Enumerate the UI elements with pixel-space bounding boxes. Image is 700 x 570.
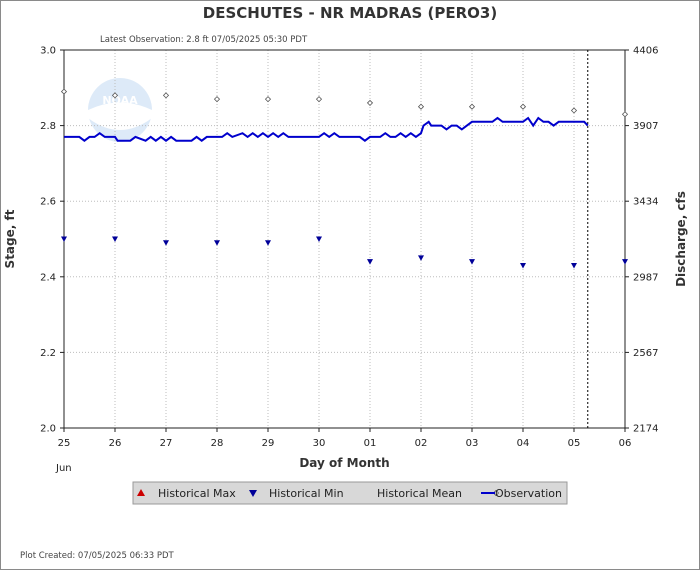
- observation-line: [64, 116, 589, 142]
- svg-text:NOAA: NOAA: [102, 94, 138, 107]
- latest-observation: Latest Observation: 2.8 ft 07/05/2025 05…: [100, 35, 308, 45]
- legend-label: Observation: [495, 487, 562, 500]
- historical-mean-marker: [162, 92, 170, 99]
- right-tick-label: 3434: [633, 197, 658, 208]
- x-tick-label: 05: [568, 438, 581, 449]
- x-tick-label: 03: [466, 438, 479, 449]
- historical-min-marker: [469, 259, 475, 265]
- historical-min-marker: [112, 236, 118, 242]
- right-tick-label: 3907: [633, 121, 658, 132]
- x-axis-ticks: 25 26 27 28 29 30 01 02 03 04 05 06: [58, 428, 632, 449]
- left-tick-label: 2.4: [40, 272, 56, 283]
- historical-mean-marker: [264, 96, 272, 103]
- historical-min-marker: [163, 240, 169, 246]
- historical-min-marker: [367, 259, 373, 265]
- legend-label: Historical Mean: [377, 487, 462, 500]
- x-tick-label: 27: [160, 438, 173, 449]
- legend-min-marker: [249, 490, 257, 497]
- x-tick-label: 28: [211, 438, 224, 449]
- noaa-logo-watermark: NOAA: [88, 78, 152, 142]
- historical-mean-marker: [621, 111, 629, 118]
- right-axis-title: Discharge, cfs: [674, 191, 688, 287]
- left-tick-label: 2.6: [40, 197, 56, 208]
- legend: Historical Max Historical Min Historical M…: [132, 481, 568, 505]
- x-axis-title: Day of Month: [299, 456, 389, 470]
- historical-mean-marker: [417, 103, 425, 110]
- legend-label: Historical Max: [158, 487, 236, 500]
- historical-mean-marker: [366, 99, 374, 106]
- historical-min-marker: [61, 236, 67, 242]
- left-tick-label: 3.0: [40, 46, 56, 57]
- right-tick-label: 2987: [633, 272, 658, 283]
- historical-mean-marker: [213, 96, 221, 103]
- x-tick-label: 25: [58, 438, 71, 449]
- historical-mean-marker: [315, 96, 323, 103]
- chart-marks: [60, 88, 629, 269]
- x-tick-label: 01: [364, 438, 377, 449]
- left-axis-title: Stage, ft: [3, 209, 17, 268]
- x-tick-label: 06: [619, 438, 632, 449]
- historical-mean-marker: [570, 107, 578, 114]
- left-tick-label: 2.0: [40, 424, 56, 435]
- historical-mean-marker: [519, 103, 527, 110]
- right-tick-label: 2174: [633, 424, 658, 435]
- chart-title: DESCHUTES - NR MADRAS (PERO3): [202, 4, 498, 22]
- right-tick-label: 2567: [633, 348, 658, 359]
- left-tick-label: 2.2: [40, 348, 56, 359]
- historical-min-marker: [265, 240, 271, 246]
- x-tick-label: 04: [517, 438, 530, 449]
- right-tick-label: 4406: [633, 46, 658, 57]
- historical-mean-marker: [468, 103, 476, 110]
- x-tick-label: 26: [109, 438, 122, 449]
- historical-mean-marker: [111, 92, 119, 99]
- legend-box: [132, 481, 568, 505]
- historical-min-marker: [316, 236, 322, 242]
- x-tick-label: 29: [262, 438, 275, 449]
- plot-created: Plot Created: 07/05/2025 06:33 PDT: [20, 551, 174, 561]
- historical-mean-marker: [60, 88, 68, 95]
- left-axis-ticks: 2.0 2.2 2.4 2.6 2.8 3.0: [40, 46, 64, 435]
- legend-label: Historical Min: [269, 487, 344, 500]
- historical-min-marker: [622, 259, 628, 265]
- x-tick-label: 30: [313, 438, 326, 449]
- x-month-label: Jun: [55, 463, 72, 474]
- right-axis-ticks: 2174 2567 2987 3434 3907 4406: [625, 46, 658, 435]
- legend-max-marker: [137, 489, 145, 496]
- historical-min-marker: [520, 262, 526, 269]
- historical-min-marker: [571, 262, 577, 269]
- left-tick-label: 2.8: [40, 121, 56, 132]
- historical-min-marker: [214, 240, 220, 246]
- historical-min-marker: [418, 255, 424, 261]
- x-tick-label: 02: [415, 438, 428, 449]
